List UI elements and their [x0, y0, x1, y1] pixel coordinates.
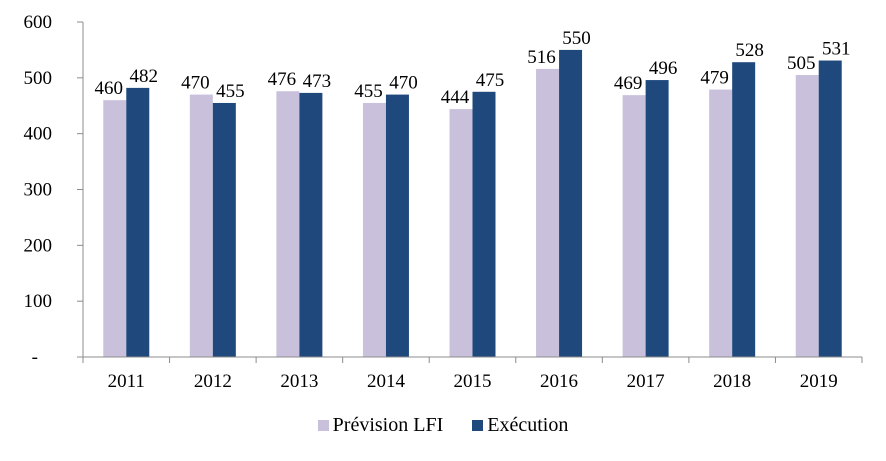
bar-execution-2012	[212, 102, 236, 357]
y-tick-label-500: 500	[24, 68, 53, 89]
bar-execution-2016	[559, 49, 583, 358]
bars-group	[103, 49, 842, 358]
x-tick-label-2011: 2011	[108, 371, 145, 392]
data-label-execution-2013: 473	[303, 71, 332, 92]
bar-execution-2011	[126, 87, 150, 357]
data-label-prevision-2018: 479	[700, 68, 729, 89]
data-label-execution-2019: 531	[822, 39, 851, 60]
x-tick-label-2019: 2019	[800, 371, 838, 392]
data-label-prevision-2016: 516	[527, 47, 556, 68]
x-tick-label-2013: 2013	[280, 371, 318, 392]
x-tick-label-2014: 2014	[367, 371, 406, 392]
data-label-prevision-2014: 455	[354, 81, 383, 102]
y-tick-label-400: 400	[24, 124, 53, 145]
data-label-execution-2015: 475	[476, 70, 505, 91]
bar-prevision-2018	[709, 89, 733, 357]
bar-execution-2017	[645, 80, 669, 358]
legend-label-prevision: Prévision LFI	[332, 414, 444, 436]
data-label-prevision-2012: 470	[181, 73, 210, 94]
bar-execution-2013	[299, 92, 323, 358]
data-label-prevision-2015: 444	[441, 87, 470, 108]
x-tick-label-2018: 2018	[713, 371, 751, 392]
bar-prevision-2015	[449, 109, 473, 357]
bar-execution-2019	[818, 60, 842, 358]
x-tick-label-2015: 2015	[454, 371, 492, 392]
x-tick-label-2012: 2012	[194, 371, 232, 392]
bar-prevision-2019	[795, 75, 819, 358]
x-tick-label-2017: 2017	[627, 371, 665, 392]
bar-prevision-2016	[536, 68, 560, 358]
legend-item-execution: Exécution	[472, 414, 568, 437]
data-label-prevision-2017: 469	[614, 73, 643, 94]
bar-prevision-2014	[362, 102, 386, 357]
data-label-execution-2012: 455	[216, 81, 245, 102]
legend-label-execution: Exécution	[487, 414, 569, 436]
y-tick-label-100: 100	[24, 291, 53, 312]
legend-swatch-execution	[472, 420, 484, 431]
y-tick-label-200: 200	[24, 235, 53, 256]
bar-prevision-2017	[622, 95, 646, 358]
bar-execution-2018	[732, 62, 756, 357]
axes-group: - 100 200 300 400 500 600 2011 2012 2013 2014 2015 2…	[24, 12, 863, 392]
y-tick-label-0: -	[32, 347, 38, 368]
data-label-execution-2011: 482	[130, 66, 159, 87]
data-label-prevision-2019: 505	[787, 53, 816, 74]
legend-swatch-prevision	[317, 420, 329, 431]
legend-item-prevision: Prévision LFI	[317, 414, 444, 437]
legend: Prévision LFI Exécution	[0, 414, 886, 437]
data-label-execution-2017: 496	[649, 58, 678, 79]
bar-prevision-2012	[189, 94, 213, 357]
bar-execution-2014	[385, 94, 409, 357]
y-tick-label-600: 600	[24, 12, 53, 33]
data-label-prevision-2013: 476	[268, 69, 297, 90]
bar-prevision-2011	[103, 100, 127, 358]
data-label-execution-2018: 528	[735, 40, 764, 61]
data-labels-group: 460 482 470 455 476 473 455 470 444 475 516 550 469 4…	[95, 28, 851, 108]
data-label-execution-2014: 470	[389, 73, 418, 94]
bar-prevision-2013	[276, 91, 300, 357]
y-tick-label-300: 300	[24, 180, 53, 201]
data-label-prevision-2011: 460	[95, 78, 124, 99]
bar-execution-2015	[472, 91, 496, 358]
x-tick-label-2016: 2016	[540, 371, 578, 392]
data-label-execution-2016: 550	[562, 28, 591, 49]
